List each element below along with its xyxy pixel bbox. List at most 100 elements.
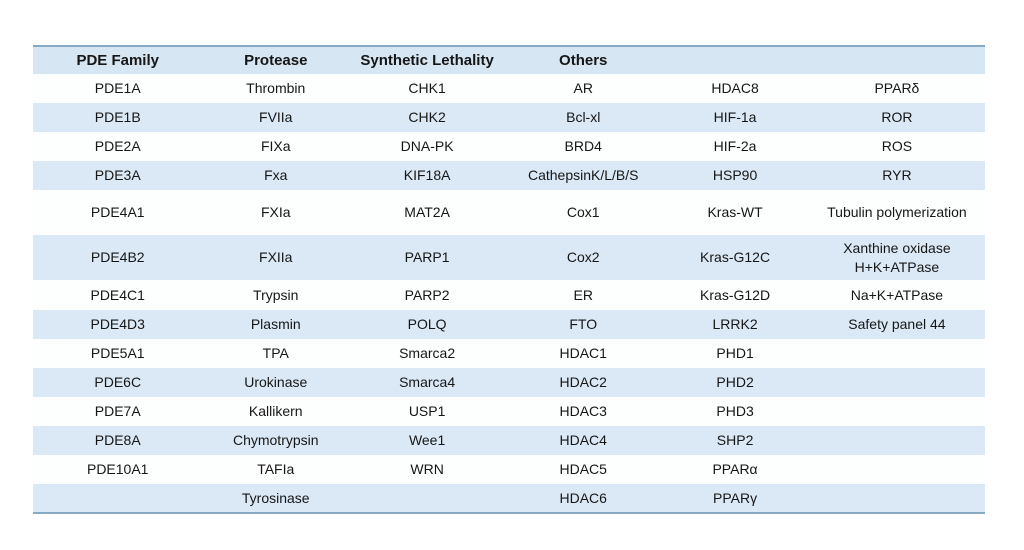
- table-cell: RYR: [882, 167, 912, 184]
- table-cell: [349, 484, 505, 513]
- table-cell: [33, 484, 202, 513]
- table-cell: PDE5A1: [90, 345, 145, 362]
- table-cell: ROS: [881, 138, 913, 155]
- table-cell: HDAC3: [559, 403, 607, 420]
- table-cell: BRD4: [564, 138, 602, 155]
- table-row: PDE1A Thrombin CHK1 AR HDAC8 PPARδ: [33, 74, 985, 103]
- table-cell: ROR: [881, 109, 913, 126]
- table-cell: [809, 484, 985, 513]
- pde-target-table: PDE Family Protease Synthetic Lethality …: [33, 45, 985, 514]
- table-cell: Urokinase: [244, 374, 308, 391]
- table-cell: HDAC8: [711, 80, 759, 97]
- table-cell: TAFIa: [257, 461, 295, 478]
- table-row: PDE1B FVIIa CHK2 Bcl-xl HIF-1a ROR: [33, 103, 985, 132]
- table-cell: Trypsin: [253, 286, 299, 303]
- table-row: PDE4A1 FXIa MAT2A Cox1 Kras-WT Tubulin polyme…: [33, 190, 985, 235]
- table-cell: PDE6C: [94, 374, 142, 391]
- table-cell: PARP1: [404, 249, 450, 266]
- table-cell: [809, 455, 985, 484]
- table-cell: Chymotrypsin: [232, 432, 319, 449]
- table-cell: FIXa: [260, 138, 291, 155]
- table-cell: ER: [573, 286, 593, 303]
- table-cell: PHD2: [716, 374, 754, 391]
- table-cell: PPARγ: [713, 489, 758, 506]
- table-cell: PDE2A: [94, 138, 141, 155]
- table-row: PDE2A FIXa DNA-PK BRD4 HIF-2a ROS: [33, 132, 985, 161]
- table-cell: PDE10A1: [86, 461, 149, 478]
- table-cell: PDE3A: [94, 167, 141, 184]
- table-cell: FXIa: [260, 204, 291, 221]
- table-row: PDE4C1 Trypsin PARP2 ER Kras-G12D Na+K+ATPase: [33, 280, 985, 310]
- table-row: PDE7A Kallikern USP1 HDAC3 PHD3: [33, 397, 985, 426]
- table-cell: PDE1A: [94, 80, 141, 97]
- table-cell: Wee1: [408, 432, 446, 449]
- table-cell: HDAC2: [559, 374, 607, 391]
- table-cell: WRN: [410, 461, 444, 478]
- table-cell: CHK1: [408, 80, 446, 97]
- table-cell: PHD1: [716, 345, 754, 362]
- table-cell: PPARα: [712, 461, 758, 478]
- table-cell: Kras-WT: [707, 204, 763, 221]
- table-cell: HSP90: [712, 167, 758, 184]
- table-cell: FTO: [569, 316, 598, 333]
- header-synthetic-lethality: Synthetic Lethality: [360, 52, 494, 69]
- table-cell: FVIIa: [259, 109, 293, 126]
- table-cell: Cox2: [566, 249, 600, 266]
- table-cell: Smarca4: [399, 374, 456, 391]
- table-row: PDE6C Urokinase Smarca4 HDAC2 PHD2: [33, 368, 985, 397]
- table-cell: Tubulin polymerization: [827, 204, 967, 221]
- table-cell: USP1: [408, 403, 446, 420]
- table-cell: Smarca2: [399, 345, 456, 362]
- table-cell: Xanthine oxidase H+K+ATPase: [843, 240, 951, 275]
- table-cell: [809, 426, 985, 455]
- table-cell: HIF-1a: [713, 109, 757, 126]
- table-cell: [809, 397, 985, 426]
- table-cell: PDE4C1: [90, 286, 145, 303]
- table-row: PDE10A1 TAFIa WRN HDAC5 PPARα: [33, 455, 985, 484]
- table-cell: TPA: [262, 345, 289, 362]
- table-row: PDE8A Chymotrypsin Wee1 HDAC4 SHP2: [33, 426, 985, 455]
- table-cell: DNA-PK: [400, 138, 454, 155]
- table-body: PDE1A Thrombin CHK1 AR HDAC8 PPARδ PDE1B FVIIa C…: [33, 74, 985, 513]
- header-others-2: [661, 46, 809, 74]
- table-cell: LRRK2: [712, 316, 758, 333]
- table-cell: PDE1B: [94, 109, 141, 126]
- table-cell: Thrombin: [246, 80, 306, 97]
- table-cell: Safety panel 44: [848, 316, 946, 333]
- header-pde-family: PDE Family: [76, 52, 159, 69]
- table-cell: Kras-G12C: [700, 249, 771, 266]
- table-cell: PDE8A: [94, 432, 141, 449]
- table-row: PDE3A Fxa KIF18A CathepsinK/L/B/S HSP90 RYR: [33, 161, 985, 190]
- table-cell: Tyrosinase: [241, 489, 310, 506]
- table-cell: SHP2: [716, 432, 754, 449]
- table-cell: Bcl-xl: [566, 109, 601, 126]
- table-cell: PDE4B2: [90, 249, 145, 266]
- table-cell: [809, 339, 985, 368]
- table-cell: HDAC5: [559, 461, 607, 478]
- table-cell: Fxa: [264, 167, 288, 184]
- table-cell: HDAC1: [559, 345, 607, 362]
- table-cell: PHD3: [716, 403, 754, 420]
- header-others-3: [809, 46, 985, 74]
- table-header-row: PDE Family Protease Synthetic Lethality …: [33, 46, 985, 74]
- table-cell: HDAC4: [559, 432, 607, 449]
- table-cell: AR: [573, 80, 593, 97]
- table-cell: PDE4D3: [90, 316, 145, 333]
- table-cell: [809, 368, 985, 397]
- table-row: Tyrosinase HDAC6 PPARγ: [33, 484, 985, 513]
- table-row: PDE5A1 TPA Smarca2 HDAC1 PHD1: [33, 339, 985, 368]
- table-cell: HDAC6: [559, 489, 607, 506]
- table-cell: PARP2: [404, 286, 450, 303]
- table-cell: Cox1: [566, 204, 600, 221]
- table-cell: PPARδ: [874, 80, 920, 97]
- table-cell: Kallikern: [248, 403, 303, 420]
- table-row: PDE4B2 FXIIa PARP1 Cox2 Kras-G12C Xanthine ox…: [33, 235, 985, 280]
- header-protease: Protease: [244, 52, 308, 69]
- table-cell: FXIIa: [259, 249, 293, 266]
- table-cell: KIF18A: [403, 167, 451, 184]
- table-cell: PDE7A: [94, 403, 141, 420]
- table-row: PDE4D3 Plasmin POLQ FTO LRRK2 Safety panel 44: [33, 310, 985, 339]
- table-cell: CHK2: [408, 109, 446, 126]
- table-cell: HIF-2a: [713, 138, 757, 155]
